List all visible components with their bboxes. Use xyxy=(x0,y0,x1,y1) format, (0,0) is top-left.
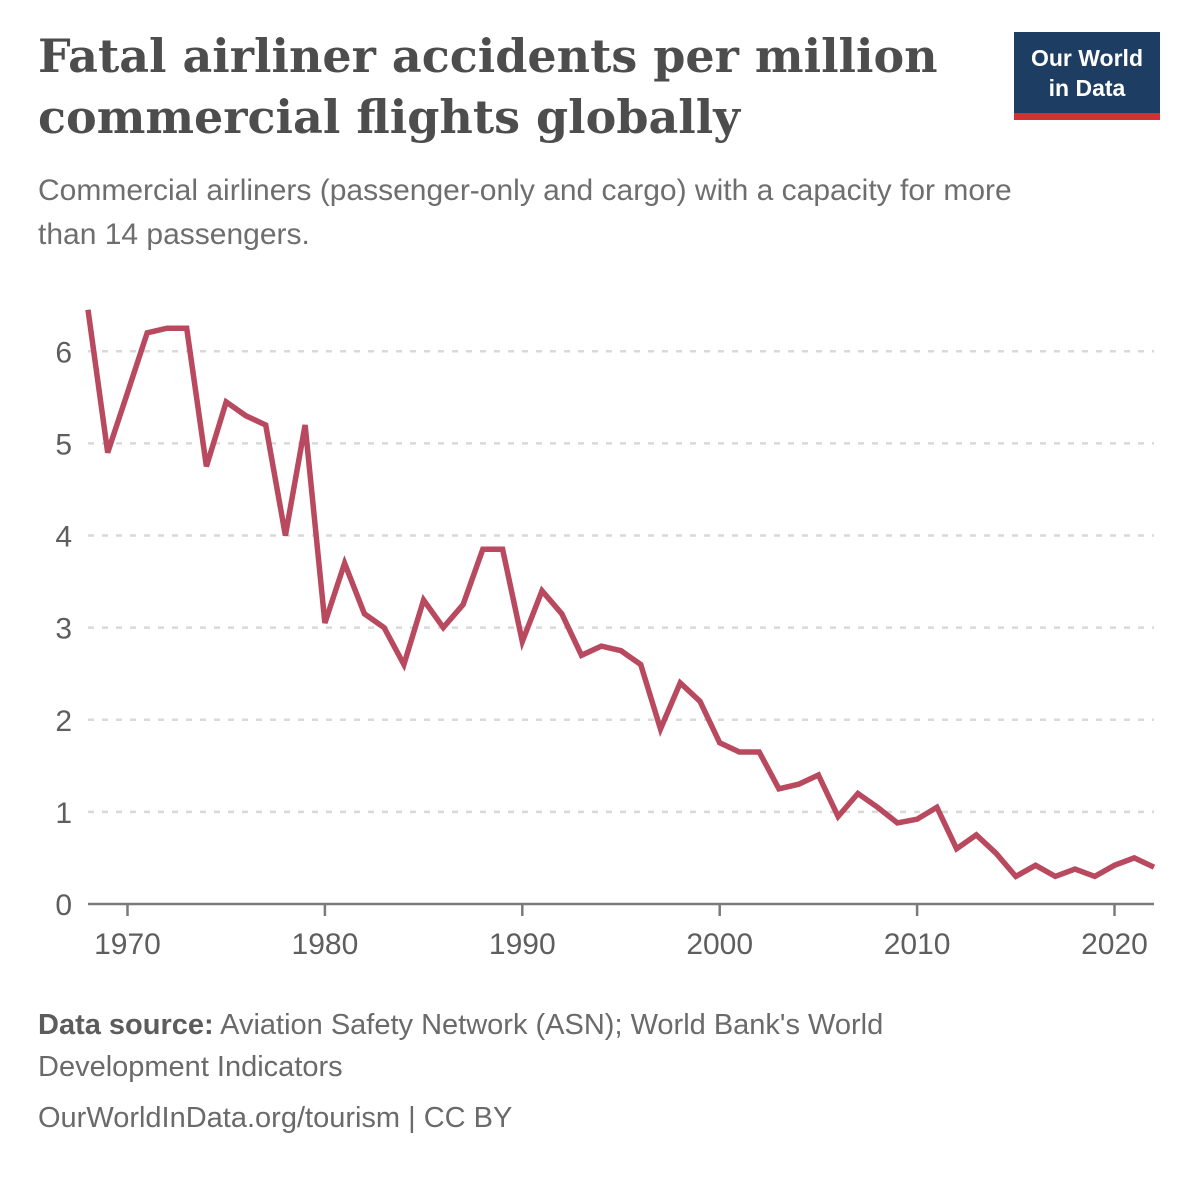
x-tick-label: 1990 xyxy=(489,928,556,961)
y-tick-label: 2 xyxy=(55,705,72,738)
page-title-line-1: Fatal airliner accidents per million xyxy=(38,29,938,83)
chart-subtitle: Commercial airliners (passenger-only and… xyxy=(38,174,1012,251)
header: Fatal airliner accidents per million com… xyxy=(38,26,1160,147)
owid-logo-line-1: Our World xyxy=(1030,45,1143,71)
y-tick-label: 0 xyxy=(55,889,72,922)
y-tick-label: 3 xyxy=(55,613,72,646)
data-source-label: Data source: xyxy=(38,1009,214,1042)
y-tick-label: 4 xyxy=(55,521,72,554)
data-source-text: Aviation Safety Network (ASN); World Ban… xyxy=(38,1009,884,1084)
x-tick-label: 2000 xyxy=(686,928,753,961)
data-source: Data source: Aviation Safety Network (AS… xyxy=(38,1004,1048,1088)
x-tick-label: 2020 xyxy=(1081,928,1148,961)
data-line xyxy=(85,309,1156,881)
page-title-line-2: commercial flights globally xyxy=(38,89,740,144)
x-tick-label: 1970 xyxy=(94,928,161,961)
y-tick-label: 1 xyxy=(55,797,72,830)
y-tick-label: 5 xyxy=(55,429,72,462)
page-title: Fatal airliner accidents per million com… xyxy=(38,26,938,147)
x-tick-label: 1980 xyxy=(292,928,359,961)
footer: Data source: Aviation Safety Network (AS… xyxy=(38,1004,1160,1138)
owid-logo-line-2: in Data xyxy=(1048,74,1126,101)
y-tick-label: 6 xyxy=(55,337,72,370)
line-chart: 0 1 2 3 4 5 6 1970 1980 1990 2000 2010 2020 xyxy=(55,309,1156,961)
x-tick-label: 2010 xyxy=(884,928,951,961)
owid-logo: Our World in Data xyxy=(1013,32,1160,120)
credit-line: OurWorldInData.org/tourism | CC BY xyxy=(38,1101,513,1134)
